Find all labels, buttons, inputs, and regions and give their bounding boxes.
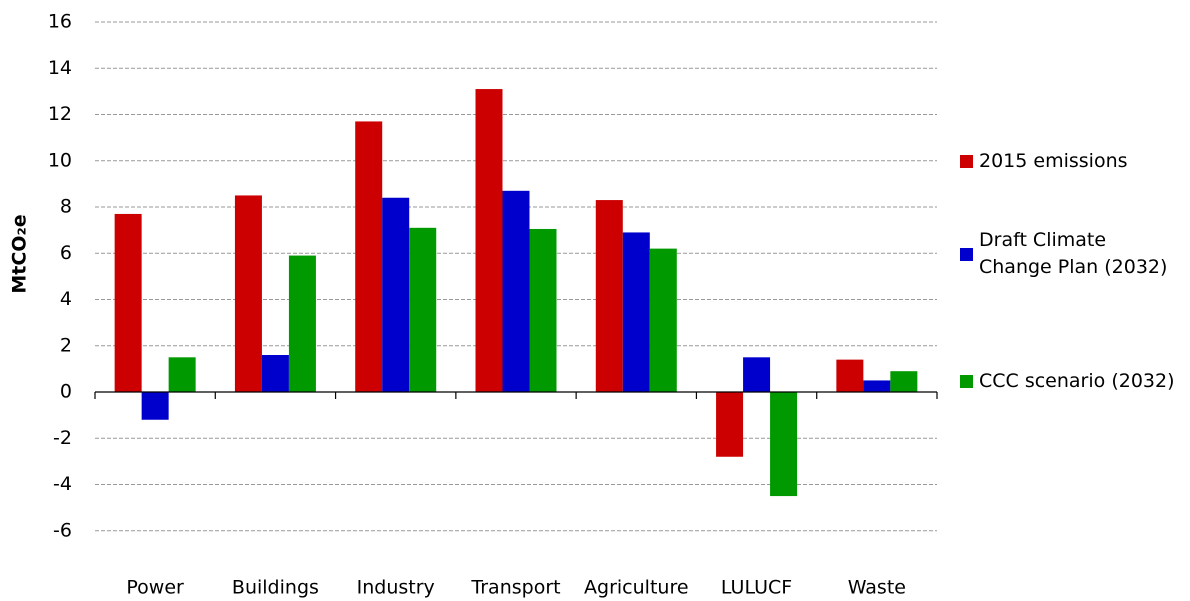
y-tick-label: 4 — [60, 288, 72, 310]
legend-item: Draft Climate Change Plan (2032) — [960, 227, 1185, 281]
legend-label: CCC scenario (2032) — [979, 370, 1175, 392]
legend-swatch — [960, 375, 973, 388]
y-tick-label: 6 — [60, 242, 72, 264]
bar — [114, 213, 142, 392]
bar — [288, 255, 316, 392]
bar — [355, 121, 383, 392]
y-axis-label: MtCO₂e — [9, 214, 31, 293]
y-tick-label: 8 — [60, 196, 72, 218]
bar — [890, 371, 918, 392]
bar — [382, 197, 410, 392]
legend-item: 2015 emissions — [960, 148, 1185, 175]
bar — [141, 392, 169, 420]
bar — [261, 355, 289, 392]
x-tick-label: Agriculture — [584, 577, 689, 599]
x-tick-label: Transport — [470, 577, 560, 599]
y-tick-label: -2 — [53, 427, 72, 449]
legend-item: CCC scenario (2032) — [960, 368, 1185, 395]
bar — [595, 200, 623, 392]
bar — [770, 392, 798, 497]
bar — [716, 392, 744, 457]
bar — [836, 359, 864, 392]
bar — [168, 357, 196, 392]
bar — [529, 228, 557, 392]
x-tick-label: LULUCF — [721, 577, 792, 599]
y-tick-label: -6 — [53, 519, 72, 541]
x-tick-label: Waste — [848, 577, 906, 599]
x-tick-label: Industry — [357, 577, 435, 599]
y-tick-label: -4 — [53, 473, 72, 495]
y-tick-label: 12 — [48, 103, 72, 125]
y-tick-label: 0 — [60, 381, 72, 403]
x-tick-label: Power — [126, 577, 184, 599]
y-tick-label: 14 — [48, 57, 72, 79]
bar — [409, 227, 437, 392]
bar — [475, 89, 503, 392]
legend-label: 2015 emissions — [979, 150, 1128, 172]
bar — [743, 357, 771, 392]
bar — [622, 232, 650, 392]
legend-swatch — [960, 247, 973, 261]
legend-swatch — [960, 155, 973, 168]
y-tick-label: 2 — [60, 334, 72, 356]
bar — [502, 190, 530, 392]
x-tick-label: Buildings — [232, 577, 319, 599]
bar — [649, 248, 677, 392]
y-tick-label: 16 — [48, 11, 72, 33]
y-tick-label: 10 — [48, 149, 72, 171]
bar — [863, 380, 891, 392]
legend-label: Draft Climate Change Plan (2032) — [979, 229, 1168, 278]
bar — [234, 195, 262, 392]
